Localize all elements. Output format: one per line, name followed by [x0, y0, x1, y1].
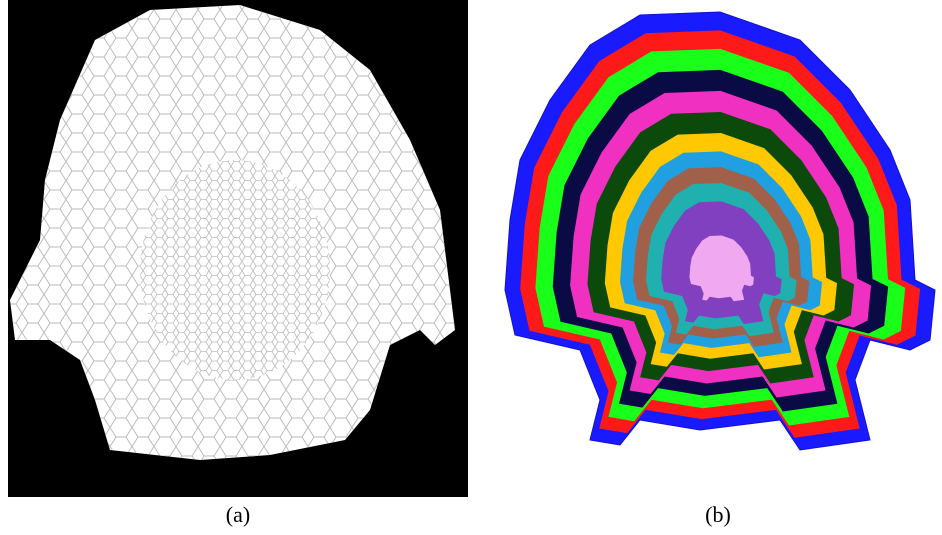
panel-label: (b) [705, 502, 731, 527]
vascular-cells [140, 160, 330, 380]
panel-b: (b) [505, 12, 935, 527]
figure: (a) (b) [0, 0, 942, 535]
layers [505, 12, 935, 450]
panel-a: (a) [8, 0, 468, 527]
panel-label: (a) [226, 502, 250, 527]
